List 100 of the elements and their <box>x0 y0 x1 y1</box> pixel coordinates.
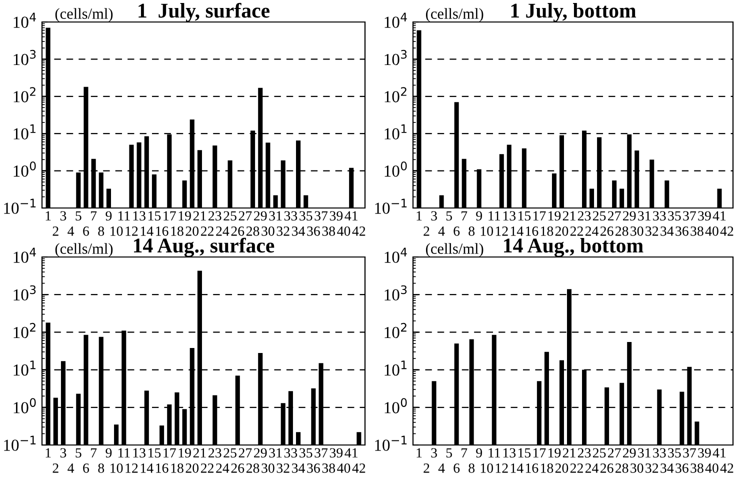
x-tick-label: 15 <box>518 211 531 221</box>
x-tick-label: 35 <box>668 211 681 221</box>
x-tick-label: 5 <box>446 448 452 458</box>
x-tick-label: 37 <box>314 448 328 458</box>
x-tick-label: 31 <box>638 211 650 221</box>
x-tick-label: 24 <box>216 226 230 236</box>
x-tick-label: 34 <box>660 226 674 236</box>
x-tick-label: 14 <box>510 226 524 236</box>
x-tick-label: 14 <box>510 464 524 473</box>
x-tick-label: 3 <box>60 211 66 221</box>
x-tick-label: 2 <box>424 463 430 473</box>
y-tick-label: 10$^{1}$ <box>384 124 406 140</box>
y-axis-title: (cells/ml) <box>426 8 484 22</box>
x-tick-label: 30 <box>262 463 274 473</box>
x-tick-label: 27 <box>238 448 252 458</box>
x-tick-label: 3 <box>431 448 437 458</box>
x-tick-label: 25 <box>224 448 236 458</box>
y-tick-label: 10$^{0}$ <box>384 398 407 414</box>
x-tick-label: 20 <box>555 463 568 473</box>
x-tick-label: 19 <box>178 448 191 458</box>
x-tick-label: 4 <box>438 464 445 473</box>
x-tick-label: 32 <box>276 463 290 473</box>
y-tick-label: 10$^{4}$ <box>384 12 407 28</box>
x-tick-label: 24 <box>585 226 599 236</box>
x-tick-label: 17 <box>164 211 176 220</box>
x-tick-label: 39 <box>698 448 711 458</box>
x-tick-label: 23 <box>578 211 591 221</box>
x-tick-label: 22 <box>200 226 214 236</box>
x-tick-label: 20 <box>186 463 199 473</box>
x-tick-label: 40 <box>705 463 718 473</box>
y-tick-label: 10$^{4}$ <box>384 248 407 263</box>
x-tick-label: 32 <box>646 226 658 236</box>
x-tick-label: 19 <box>548 448 561 458</box>
x-tick-label: 3 <box>60 448 66 458</box>
x-tick-label: 17 <box>533 211 546 220</box>
x-tick-label: 41 <box>344 211 358 220</box>
x-tick-label: 26 <box>231 226 244 236</box>
y-tick-label: 10$^{0}$ <box>14 398 36 414</box>
x-tick-label: 9 <box>476 211 482 221</box>
x-tick-label: 37 <box>683 448 696 458</box>
x-tick-label: 10 <box>110 463 123 473</box>
x-tick-label: 36 <box>676 226 688 236</box>
x-tick-label: 18 <box>171 463 184 473</box>
x-tick-label: 16 <box>526 226 538 236</box>
x-tick-label: 26 <box>231 463 244 473</box>
x-tick-label: 3 <box>431 211 437 221</box>
x-tick-label: 21 <box>193 211 206 220</box>
y-tick-label: 10$^{−1}$ <box>375 198 407 214</box>
x-tick-label: 23 <box>578 448 591 458</box>
x-tick-label: 6 <box>454 226 460 236</box>
x-tick-label: 37 <box>314 211 328 221</box>
x-tick-label: 30 <box>630 463 644 473</box>
x-tick-label: 41 <box>344 448 358 458</box>
x-tick-label: 29 <box>623 448 636 458</box>
x-tick-label: 35 <box>668 448 681 458</box>
x-tick-label: 1 <box>46 211 51 220</box>
x-tick-label: 10 <box>480 226 494 236</box>
x-tick-label: 2 <box>52 463 58 473</box>
x-tick-label: 22 <box>570 226 583 236</box>
x-tick-label: 37 <box>683 211 696 221</box>
y-tick-label: 10$^{4}$ <box>14 12 36 28</box>
x-tick-label: 13 <box>503 448 516 458</box>
x-tick-label: 40 <box>337 463 350 473</box>
x-tick-label: 31 <box>269 448 282 458</box>
x-tick-label: 32 <box>276 226 290 236</box>
x-tick-label: 34 <box>292 463 306 473</box>
x-tick-label: 40 <box>337 226 350 236</box>
x-tick-label: 38 <box>322 463 336 473</box>
x-tick-label: 27 <box>608 211 621 220</box>
x-tick-label: 27 <box>608 448 621 458</box>
x-tick-label: 36 <box>307 226 320 236</box>
x-tick-label: 14 <box>140 226 154 236</box>
x-tick-label: 9 <box>106 211 112 221</box>
y-tick-label: 10$^{2}$ <box>14 322 36 338</box>
chart-title: 1 July, surface <box>138 2 270 22</box>
y-tick-label: 10$^{3}$ <box>384 50 407 66</box>
x-tick-label: 40 <box>705 226 718 236</box>
x-tick-label: 20 <box>186 226 199 236</box>
x-tick-label: 21 <box>193 448 206 458</box>
x-tick-label: 5 <box>446 211 452 221</box>
x-tick-label: 33 <box>284 448 298 458</box>
x-tick-label: 42 <box>352 463 366 473</box>
x-tick-label: 12 <box>496 463 508 473</box>
x-tick-label: 29 <box>254 448 267 458</box>
x-tick-label: 9 <box>106 448 112 458</box>
x-tick-label: 11 <box>488 211 500 220</box>
y-axis-title: (cells/ml) <box>55 8 113 22</box>
y-tick-label: 10$^{−1}$ <box>4 436 36 451</box>
x-tick-label: 39 <box>698 211 711 221</box>
x-tick-label: 21 <box>562 211 576 220</box>
x-tick-label: 42 <box>720 226 734 236</box>
x-tick-label: 35 <box>300 211 312 221</box>
y-tick-label: 10$^{4}$ <box>14 248 36 263</box>
x-tick-label: 24 <box>216 463 230 473</box>
x-tick-label: 5 <box>76 211 82 221</box>
x-tick-label: 14 <box>140 464 154 473</box>
x-tick-label: 8 <box>468 463 475 473</box>
x-tick-label: 10 <box>480 463 494 473</box>
x-tick-label: 41 <box>712 211 726 220</box>
x-tick-label: 16 <box>156 226 168 236</box>
